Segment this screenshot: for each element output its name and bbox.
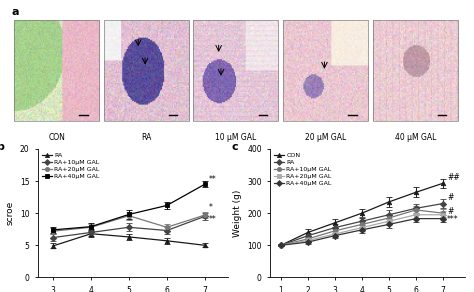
- Text: **: **: [209, 175, 216, 184]
- Bar: [283, 20, 368, 121]
- Bar: [104, 20, 189, 121]
- Text: #: #: [447, 193, 453, 202]
- Y-axis label: Weight (g): Weight (g): [233, 190, 242, 237]
- Legend: RA, RA+10μM GAL, RA+20μM GAL, RA+40μM GAL: RA, RA+10μM GAL, RA+20μM GAL, RA+40μM GA…: [41, 152, 100, 180]
- Bar: [193, 20, 278, 121]
- Text: b: b: [0, 142, 4, 152]
- Text: 10 μM GAL: 10 μM GAL: [215, 133, 256, 142]
- Text: RA: RA: [141, 133, 152, 142]
- Bar: [14, 20, 99, 121]
- Text: ***: ***: [447, 215, 459, 224]
- Bar: [373, 20, 458, 121]
- Text: CON: CON: [48, 133, 65, 142]
- Y-axis label: scroe: scroe: [5, 201, 14, 225]
- Text: c: c: [231, 142, 238, 152]
- Text: 40 μM GAL: 40 μM GAL: [394, 133, 436, 142]
- Text: ##: ##: [447, 173, 460, 182]
- Legend: CON, RA, RA+10μM GAL, RA+20μM GAL, RA+40μM GAL: CON, RA, RA+10μM GAL, RA+20μM GAL, RA+40…: [273, 152, 332, 186]
- Text: *: *: [209, 203, 212, 212]
- Text: #: #: [447, 207, 453, 216]
- Text: a: a: [12, 7, 19, 17]
- Text: 20 μM GAL: 20 μM GAL: [305, 133, 346, 142]
- Text: **: **: [209, 215, 216, 224]
